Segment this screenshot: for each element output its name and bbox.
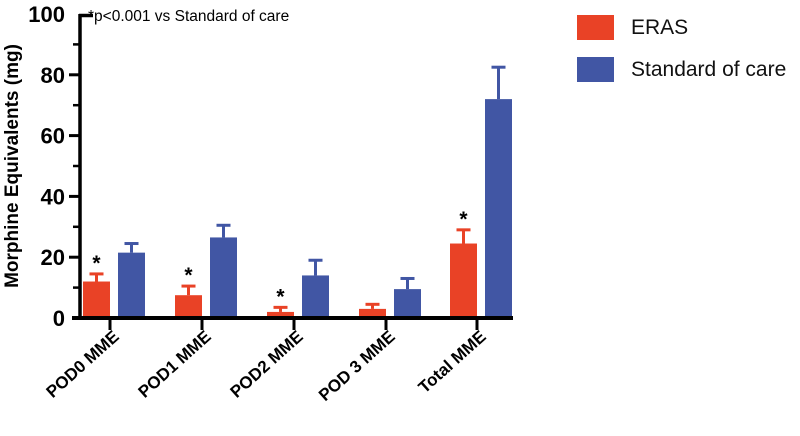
y-tick-label-60: 60 (41, 124, 65, 149)
legend-swatch-eras (577, 15, 614, 40)
significance-star-1: * (92, 252, 101, 275)
bar-standard-of-care-1 (118, 252, 145, 318)
y-axis-title: Morphine Equivalents (mg) (2, 44, 23, 288)
x-tick-label-2: POD1 MME (135, 327, 215, 402)
bar-standard-of-care-3 (302, 275, 329, 318)
bar-standard-of-care-5 (485, 99, 512, 319)
x-tick-label-3: POD2 MME (227, 327, 307, 402)
significance-star-2: * (184, 264, 193, 287)
y-tick-label-100: 100 (28, 2, 65, 27)
bar-standard-of-care-2 (210, 237, 237, 318)
bar-eras-5 (450, 243, 477, 318)
bar-eras-3 (267, 311, 294, 318)
legend: ERAS Standard of care (577, 15, 786, 82)
legend-swatch-standard-of-care (577, 57, 614, 82)
legend-label-standard-of-care: Standard of care (631, 57, 787, 81)
x-tick-label-1: POD0 MME (43, 327, 123, 402)
bar-eras-4 (359, 308, 386, 318)
significance-star-5: * (459, 208, 468, 231)
x-tick-label-4: POD 3 MME (315, 327, 399, 405)
significance-star-3: * (276, 285, 285, 308)
y-tick-label-0: 0 (53, 306, 65, 331)
legend-item-eras: ERAS (577, 15, 786, 40)
y-tick-label-40: 40 (41, 184, 65, 209)
y-tick-label-80: 80 (41, 63, 65, 88)
legend-item-standard-of-care: Standard of care (577, 57, 786, 82)
significance-annotation: *p<0.001 vs Standard of care (88, 8, 289, 25)
bar-standard-of-care-4 (394, 289, 421, 318)
x-tick-label-5: Total MME (415, 327, 490, 397)
bar-eras-2 (175, 295, 202, 318)
y-tick-label-20: 20 (41, 245, 65, 270)
bar-eras-1 (83, 281, 110, 318)
legend-label-eras: ERAS (631, 15, 689, 39)
